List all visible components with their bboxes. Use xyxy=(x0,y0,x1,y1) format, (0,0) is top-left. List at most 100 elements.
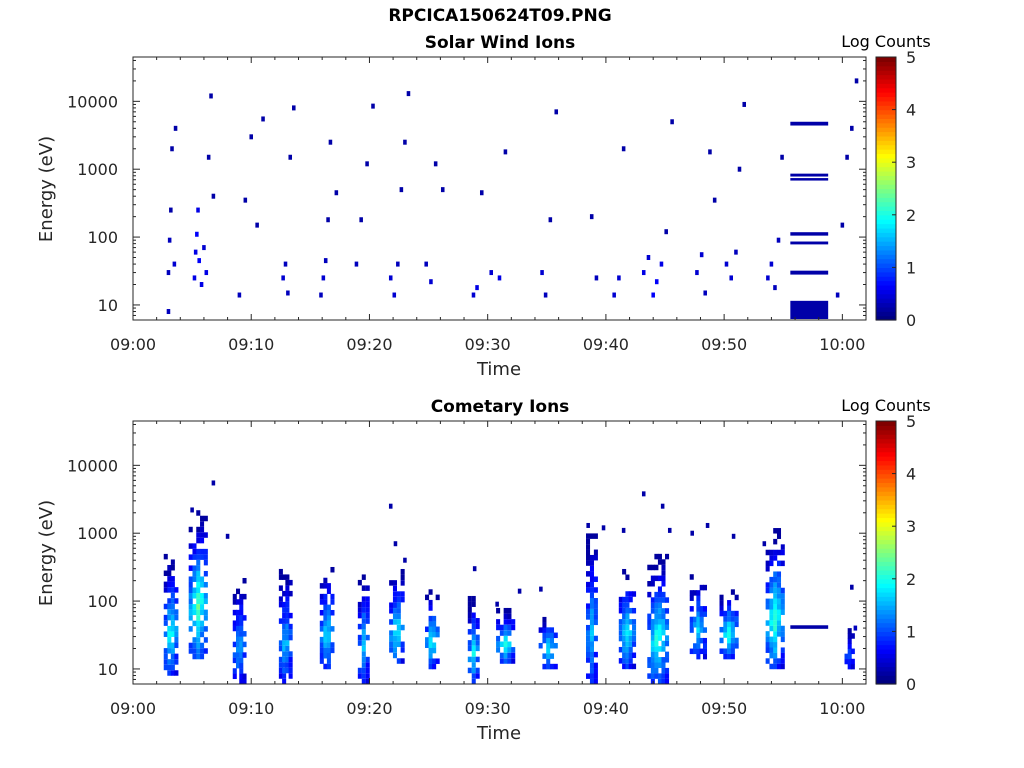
spectrogram-cell xyxy=(850,584,854,590)
spectrogram-cell xyxy=(664,229,668,235)
spectrogram-cell xyxy=(166,270,171,276)
spectrogram-cell xyxy=(211,193,216,199)
spectrogram-cell xyxy=(773,285,777,291)
spectrogram-cell xyxy=(209,93,213,99)
spectrogram-cell xyxy=(243,197,248,203)
spectrogram-cell xyxy=(734,249,738,255)
spectrogram-cell xyxy=(166,309,171,315)
x-tick-label: 10:00 xyxy=(819,335,865,354)
spectrogram-cell xyxy=(471,292,476,298)
spectrogram-cell xyxy=(359,217,363,223)
spectrogram-cell xyxy=(365,161,369,167)
x-tick-label: 09:10 xyxy=(228,699,274,718)
spectrogram-cell xyxy=(283,261,288,267)
spectrogram-cell xyxy=(429,279,433,285)
spectrogram-cell xyxy=(237,292,242,298)
spectrogram-cell xyxy=(621,527,626,533)
ion-burst xyxy=(844,628,855,670)
spectrogram-cell xyxy=(853,625,858,631)
spectrogram-cell xyxy=(489,270,493,276)
x-tick-label: 09:40 xyxy=(583,699,629,718)
ion-burst xyxy=(389,568,405,664)
spectrogram-cell xyxy=(172,261,177,267)
solar-wind-plot-area xyxy=(132,56,867,321)
spectrogram-cell xyxy=(433,161,438,167)
cometary-x-axis: 09:00 09:10 09:20 09:30 09:40 09:50 10:00 xyxy=(110,421,867,718)
spectrogram-cell xyxy=(190,507,194,513)
colorbar-tick-label: 4 xyxy=(906,101,916,120)
ion-burst xyxy=(765,528,785,670)
solar-wind-title: Solar Wind Ions xyxy=(425,33,576,53)
spectrogram-band xyxy=(790,173,829,177)
cometary-y-label: Energy (eV) xyxy=(36,500,57,606)
spectrogram-cell xyxy=(328,139,333,145)
spectrogram-cell xyxy=(850,125,854,131)
spectrogram-cell xyxy=(670,119,674,125)
spectrogram-cell xyxy=(319,292,323,298)
cometary-panel: Cometary Ions 09:00 09:10 09:20 09:30 09:40 0… xyxy=(36,396,931,744)
spectrogram-cell xyxy=(517,588,522,594)
spectrogram-cell xyxy=(731,533,736,539)
spectrogram-cell xyxy=(769,261,774,267)
spectrogram-cell xyxy=(742,101,747,107)
colorbar-tick-label: 4 xyxy=(906,465,916,484)
colorbar-tick-label: 5 xyxy=(906,48,916,67)
spectrogram-cell xyxy=(197,258,201,264)
spectrogram-cell xyxy=(170,146,174,152)
spectrogram-cell xyxy=(594,275,599,281)
spectrogram-cell xyxy=(724,261,729,267)
solar-wind-x-label: Time xyxy=(476,359,521,380)
spectrogram-cell xyxy=(712,197,717,203)
spectrogram-cell xyxy=(654,279,659,285)
cometary-y-axis: 10 100 1000 10000 xyxy=(67,423,866,685)
ion-burst xyxy=(425,589,440,670)
spectrogram-cell xyxy=(204,270,209,276)
ion-burst xyxy=(357,574,370,684)
x-tick-label: 09:00 xyxy=(110,335,156,354)
spectrogram-cell xyxy=(729,275,733,281)
spectrogram-cell xyxy=(621,146,626,152)
spectrogram-cell xyxy=(659,261,664,267)
cometary-x-label: Time xyxy=(476,723,521,744)
spectrogram-cell xyxy=(695,270,699,276)
spectrogram-cell xyxy=(388,275,393,281)
x-tick-label: 09:50 xyxy=(701,335,747,354)
y-tick-label: 100 xyxy=(87,228,118,247)
solar-wind-colorbar-label: Log Counts xyxy=(841,32,931,51)
spectrogram-cell xyxy=(403,557,407,563)
x-tick-label: 09:20 xyxy=(346,699,392,718)
spectrogram-cell xyxy=(167,237,172,243)
spectrogram-cell xyxy=(646,255,651,261)
spectrogram-cell xyxy=(249,134,253,140)
ion-burst xyxy=(467,595,480,684)
ion-burst xyxy=(188,510,208,660)
spectrogram-cell xyxy=(321,275,326,281)
spectrogram-cell xyxy=(393,541,398,547)
spectrogram-cell xyxy=(192,275,197,281)
spectrogram-cell xyxy=(690,530,694,536)
cometary-spectrogram xyxy=(163,480,858,684)
ion-burst xyxy=(496,607,516,664)
spectrogram-cell xyxy=(497,275,502,281)
spectrogram-cell xyxy=(334,190,339,196)
ion-burst xyxy=(647,553,670,684)
colorbar-tick-label: 0 xyxy=(906,311,916,330)
spectrogram-cell xyxy=(424,261,428,267)
ion-burst xyxy=(586,533,598,684)
spectrogram-cell xyxy=(586,522,590,528)
spectrogram-cell xyxy=(354,261,359,267)
spectrogram-cell xyxy=(396,261,400,267)
spectrogram-cell xyxy=(193,249,198,255)
x-tick-label: 10:00 xyxy=(819,699,865,718)
ion-burst xyxy=(538,616,558,670)
spectrogram-cell xyxy=(173,125,178,131)
spectrogram-cell xyxy=(388,503,393,509)
spectrogram-band xyxy=(790,121,829,126)
page-title: RPCICA150624T09.PNG xyxy=(388,6,612,26)
spectrogram-cell xyxy=(601,525,606,531)
ion-burst xyxy=(719,589,739,660)
spectrogram-cell xyxy=(539,586,543,592)
spectrogram-cell xyxy=(641,491,646,497)
cometary-colorbar: 0 1 2 3 4 5 xyxy=(875,412,916,694)
solar-wind-y-label: Energy (eV) xyxy=(36,136,57,242)
